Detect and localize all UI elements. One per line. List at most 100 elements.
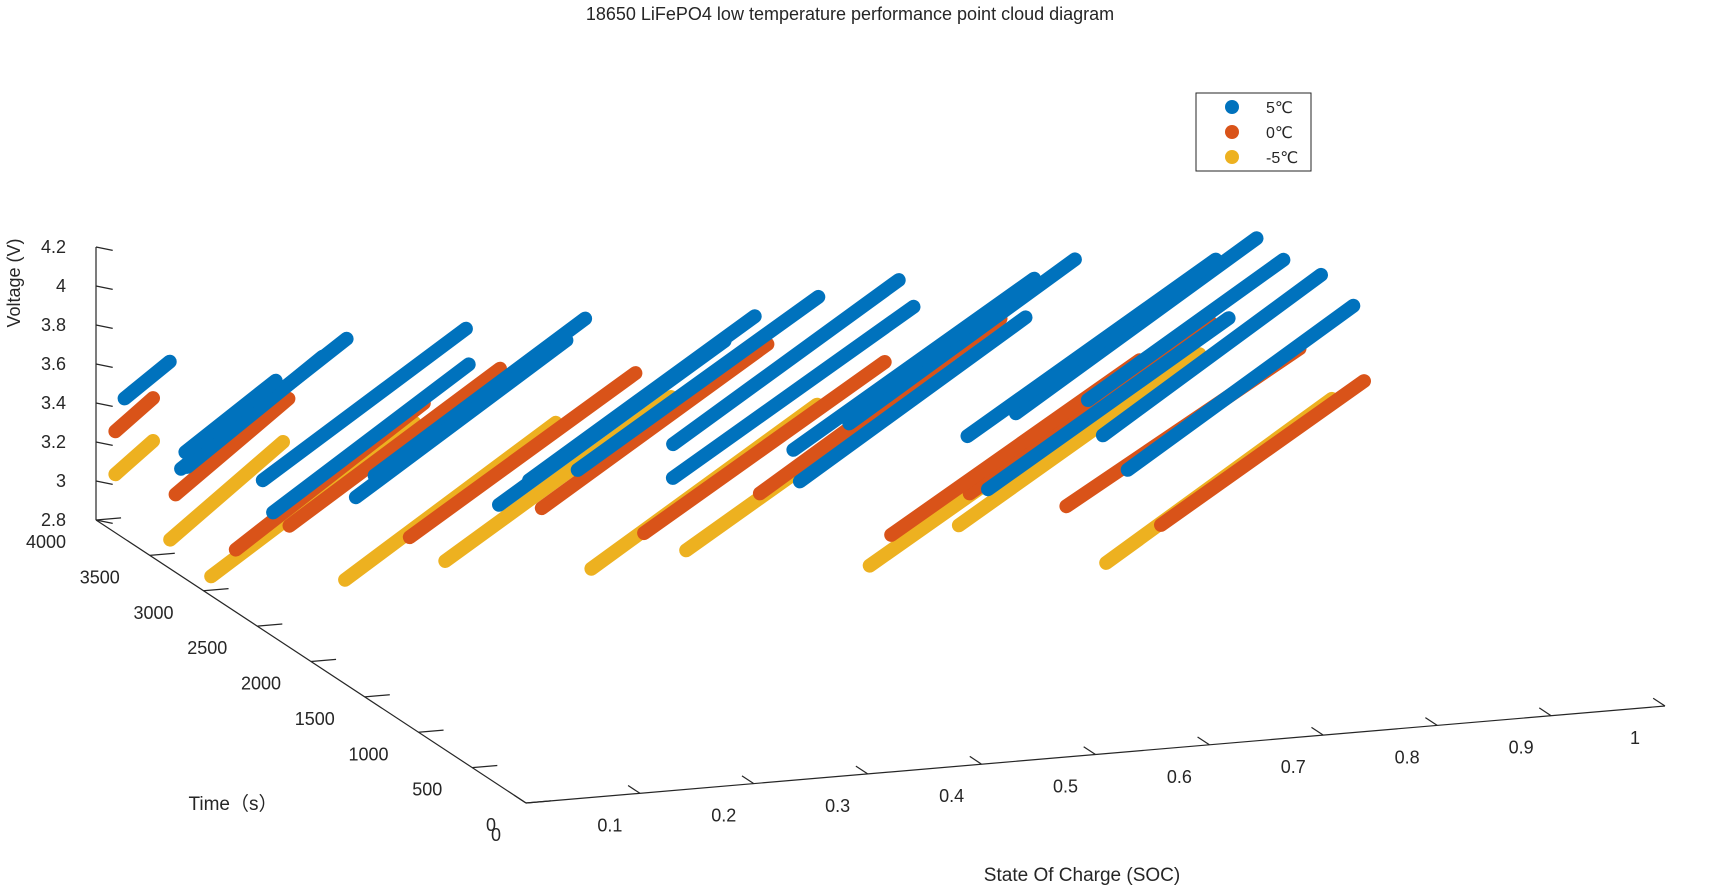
point-strand [981,311,1236,497]
z-tick-label: 4.2 [41,237,66,257]
point-strand [637,355,892,541]
point-strand [178,373,283,460]
legend: 5℃ 0℃ -5℃ [1195,92,1312,172]
y-tick [418,729,444,733]
z-tick [95,246,113,251]
axes-layer: 0 0.1 0.2 0.3 0.4 0.5 0.6 0.7 0.8 0.9 1 0 500 1000 150… [26,237,1666,845]
point-strand [665,299,921,485]
z-tick [95,480,113,485]
y-tick [203,588,229,592]
x-tick-label: 0.2 [711,806,736,826]
z-tick-label: 3.4 [41,393,66,413]
point-strand [282,361,507,533]
point-strand [492,333,732,512]
x-tick [741,775,755,785]
point-strand [255,321,473,488]
x-tick-label: 0.7 [1281,757,1306,777]
series-0 [117,231,1361,520]
points-layer [108,231,1371,587]
y-tick-label: 2500 [187,638,227,658]
x-tick [627,785,641,794]
z-tick [95,402,113,407]
z-tick [95,441,113,446]
y-tick-label: 3000 [133,603,173,623]
point-strand [108,434,160,482]
point-strand [108,391,160,439]
z-tick [95,519,113,524]
y-tick-label: 1500 [295,709,335,729]
point-strand [402,366,643,545]
z-tick [95,285,113,290]
point-strand [786,271,1042,457]
z-tick-label: 4 [56,276,66,296]
y-tick [364,694,390,698]
y-tick [525,800,552,804]
legend-box [1195,92,1312,172]
point-strand [1095,267,1328,443]
legend-marker [1225,150,1239,164]
y-tick-label: 4000 [26,532,66,552]
x-tick-label: 0.3 [825,796,850,816]
point-strand [960,252,1223,444]
y-tick-label: 0 [486,815,496,835]
legend-marker [1225,125,1239,139]
x-tick [855,765,869,775]
z-axis-label: Voltage (V) [4,238,24,327]
point-strand [1154,374,1371,532]
x-tick-label: 0.4 [939,786,964,806]
x-tick [969,755,982,765]
y-tick [257,623,283,627]
y-tick [149,552,175,556]
point-strand [962,315,1218,501]
point-strand [1080,252,1291,407]
chart-title: 18650 LiFePO4 low temperature performanc… [586,4,1114,24]
point-strand [792,310,1033,489]
legend-label: 5℃ [1266,100,1293,117]
x-tick-label: 0 [491,825,501,845]
x-tick-label: 0.5 [1053,777,1078,797]
point-strand [180,349,330,474]
x-tick-label: 0.1 [597,815,622,835]
point-strand [266,357,476,520]
point-strand [534,337,775,516]
y-tick [472,764,498,769]
x-tick-label: 0.8 [1395,747,1420,767]
point-strand [163,435,290,547]
x-tick [1197,736,1210,746]
point-strand [570,289,826,477]
y-tick-label: 500 [412,780,442,800]
x-tick [1538,707,1552,717]
x-tick-label: 1 [1630,728,1640,748]
legend-label: 0℃ [1266,125,1293,142]
point-strand [168,391,296,502]
z-tick-label: 3 [56,471,66,491]
x-tick [513,794,527,804]
z-tick [95,363,113,368]
x-tick [1425,717,1438,726]
legend-label: -5℃ [1266,150,1298,167]
z-tick [95,324,113,329]
y-tick-label: 2000 [241,674,281,694]
z-tick-label: 2.8 [41,510,66,530]
x-axis-label: State Of Charge (SOC) [984,865,1180,886]
point-strand [842,252,1082,431]
z-tick-label: 3.8 [41,315,66,335]
y-tick [310,658,337,663]
y-tick [95,517,122,521]
x-tick [1652,697,1666,707]
x-tick-label: 0.9 [1509,738,1534,758]
point-strand [951,347,1207,533]
point-strand [1120,298,1361,477]
x-tick-label: 0.6 [1167,767,1192,787]
z-tick-label: 3.2 [41,432,66,452]
legend-marker [1225,100,1239,114]
point-strand [117,354,177,406]
point-strand [666,273,906,452]
x-tick [1083,746,1096,756]
x-tick [1311,726,1324,736]
y-tick-label: 3500 [80,567,120,587]
y-axis-label: Time（s） [188,793,277,815]
y-tick-label: 1000 [348,744,388,764]
z-tick-label: 3.6 [41,354,66,374]
